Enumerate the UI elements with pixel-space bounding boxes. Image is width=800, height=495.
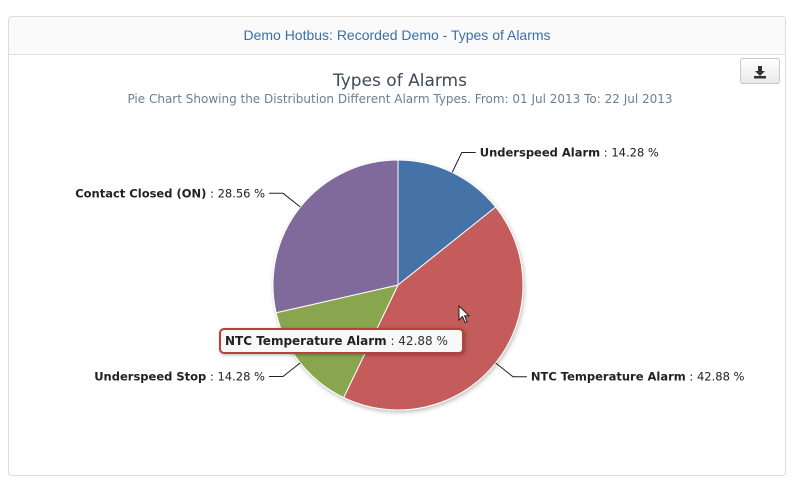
- label-connector: [451, 152, 476, 173]
- pie-slice-contact-closed-on[interactable]: [272, 159, 399, 314]
- tooltip-value: 42.88 %: [398, 334, 448, 348]
- pie-slice-underspeed-alarm[interactable]: [397, 159, 497, 287]
- chart-title: Types of Alarms: [333, 71, 467, 91]
- label-connector: [269, 192, 301, 208]
- download-icon: [754, 66, 766, 79]
- data-label: NTC Temperature Alarm : 42.88 %: [531, 370, 745, 384]
- label-connector: [268, 362, 301, 378]
- export-button[interactable]: [740, 58, 780, 84]
- data-label: Contact Closed (ON) : 28.56 %: [75, 186, 265, 200]
- data-label: Underspeed Alarm : 14.28 %: [480, 146, 659, 160]
- mouse-cursor-icon: [458, 305, 471, 324]
- panel-header-title: Demo Hotbus: Recorded Demo - Types of Al…: [9, 17, 785, 55]
- chart-tooltip: NTC Temperature Alarm : 42.88 %: [219, 328, 464, 354]
- pie-slice-ntc-temperature-alarm[interactable]: [342, 206, 524, 411]
- label-connector: [495, 362, 527, 378]
- data-label: Underspeed Stop : 14.28 %: [94, 370, 265, 384]
- tooltip-series-name: NTC Temperature Alarm: [225, 334, 387, 348]
- chart-subtitle: Pie Chart Showing the Distribution Diffe…: [127, 92, 673, 106]
